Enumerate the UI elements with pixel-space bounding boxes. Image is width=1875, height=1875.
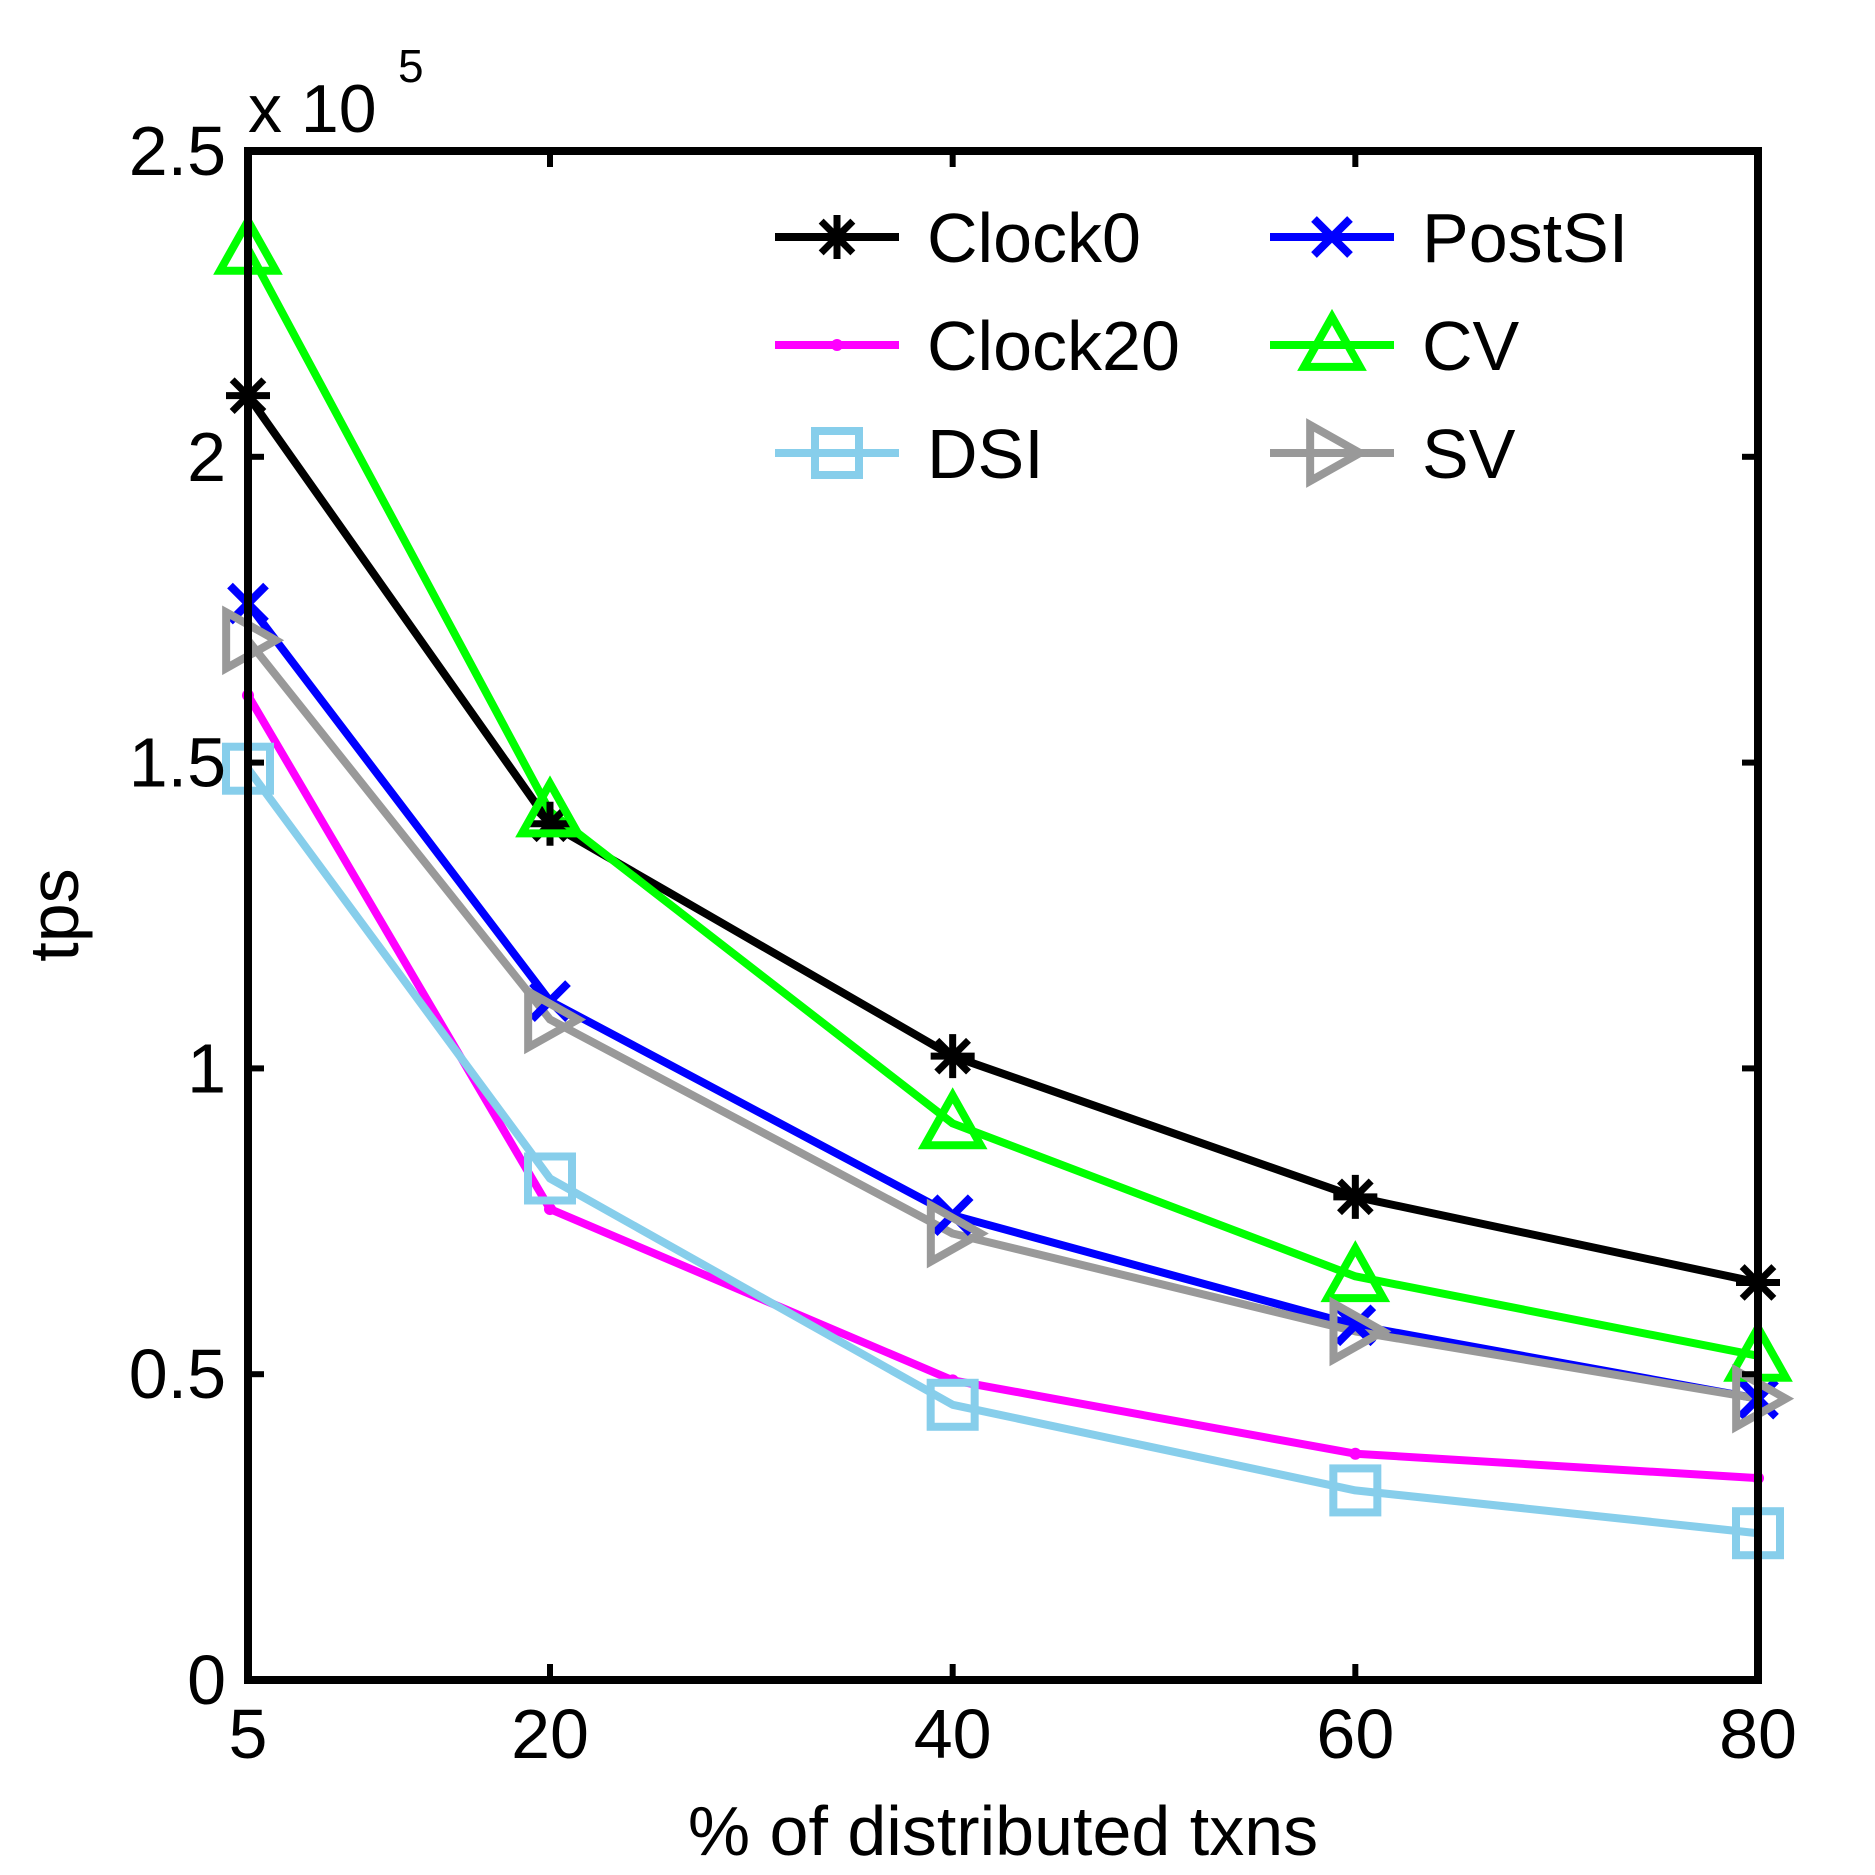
legend-marker <box>1297 308 1367 371</box>
legend-marker <box>1306 418 1369 488</box>
y-axis-ticks: 0 0.5 1 1.5 2 2.5 <box>129 112 1758 1719</box>
legend-label: Clock0 <box>927 199 1141 277</box>
y-tick-label: 0.5 <box>129 1335 226 1413</box>
y-tick-label: 0 <box>187 1641 226 1719</box>
y-tick-label: 1.5 <box>129 724 226 802</box>
data-point-dsi <box>926 1378 979 1431</box>
series-line-dsi <box>244 766 1759 1538</box>
legend-item-postsi: PostSI <box>1270 199 1628 277</box>
y-tick-label: 1 <box>187 1029 226 1107</box>
legend-item-clock20: Clock20 <box>775 307 1180 385</box>
x-axis-label: % of distributed txns <box>688 1792 1318 1870</box>
data-point-sv <box>1329 1296 1392 1367</box>
y-multiplier-exponent: 5 <box>398 40 424 92</box>
series-line-sv <box>244 637 1759 1403</box>
x-tick-label: 5 <box>229 1695 268 1773</box>
data-point-clock0 <box>930 1034 975 1079</box>
data-point-cv <box>917 1087 988 1150</box>
series-line-cv <box>244 246 1759 1360</box>
legend-marker <box>815 215 859 259</box>
legend-label: Clock20 <box>927 307 1180 385</box>
x-tick-label: 80 <box>1719 1695 1797 1773</box>
data-point-clock20 <box>544 1203 556 1216</box>
legend-item-clock0: Clock0 <box>775 199 1141 277</box>
legend-marker <box>831 339 843 351</box>
data-point-dsi <box>524 1152 576 1205</box>
data-point-sv <box>926 1198 989 1269</box>
x-tick-label: 60 <box>1316 1695 1394 1773</box>
y-tick-label: 2.5 <box>129 112 226 190</box>
x-tick-label: 40 <box>914 1695 992 1773</box>
plot-frame <box>244 147 1762 1684</box>
legend-marker <box>1311 216 1353 258</box>
data-point-sv <box>524 984 587 1055</box>
legend-label: SV <box>1422 415 1516 493</box>
data-point-cv <box>515 775 585 838</box>
legend-item-cv: CV <box>1270 307 1520 385</box>
data-point-clock0 <box>1333 1174 1378 1219</box>
legend: Clock0 PostSI Clock20 CV DSI SV <box>775 199 1628 493</box>
legend-marker <box>811 427 863 479</box>
data-point-dsi <box>1329 1464 1382 1517</box>
legend-label: CV <box>1422 307 1520 385</box>
legend-label: PostSI <box>1422 199 1628 277</box>
x-tick-label: 20 <box>511 1695 589 1773</box>
x-axis-ticks: 5 20 40 60 80 <box>229 151 1797 1773</box>
series-line-clock0 <box>244 393 1759 1287</box>
data-point-clock20 <box>1349 1447 1362 1460</box>
legend-item-dsi: DSI <box>775 415 1044 493</box>
y-axis-label: tps <box>15 868 93 961</box>
y-multiplier-label: x 10 <box>248 71 377 147</box>
data-point-cv <box>1320 1240 1391 1303</box>
legend-label: DSI <box>927 415 1044 493</box>
legend-item-sv: SV <box>1270 415 1516 493</box>
y-tick-label: 2 <box>187 418 226 496</box>
